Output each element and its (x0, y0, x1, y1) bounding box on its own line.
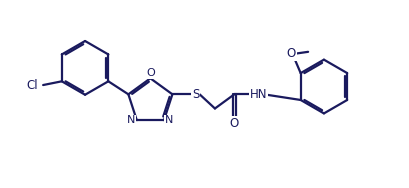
Text: Cl: Cl (27, 79, 38, 92)
Text: HN: HN (250, 88, 267, 101)
Text: N: N (127, 115, 136, 125)
Text: O: O (230, 117, 239, 130)
Text: O: O (146, 68, 155, 78)
Text: N: N (165, 115, 173, 125)
Text: S: S (192, 88, 199, 101)
Text: O: O (287, 47, 296, 60)
